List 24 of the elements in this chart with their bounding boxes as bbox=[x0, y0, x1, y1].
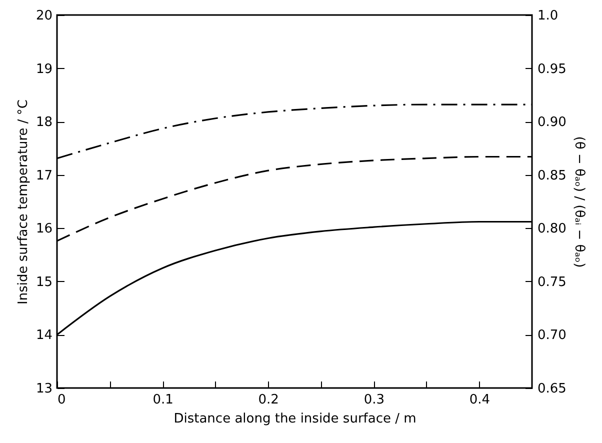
y-tick-label: 18 bbox=[36, 115, 52, 130]
x-tick-label: 0.1 bbox=[152, 392, 174, 408]
y-tick-label: 14 bbox=[36, 328, 52, 344]
x-tick-label: 0.2 bbox=[258, 392, 279, 408]
y-tick-label: 16 bbox=[36, 222, 52, 237]
y2-tick-label: 0.70 bbox=[538, 328, 566, 344]
y2-tick-label: 1.0 bbox=[538, 8, 558, 24]
y2-tick-label: 0.65 bbox=[538, 382, 566, 396]
x-tick-label: 0 bbox=[58, 392, 66, 408]
y-tick-label: 15 bbox=[36, 274, 52, 290]
y2-tick-label: 0.80 bbox=[538, 222, 566, 237]
y2-axis-title: (θ − θₐₒ) / (θₐᵢ − θₐₒ) bbox=[571, 136, 586, 268]
y2-tick-label: 0.95 bbox=[538, 62, 566, 77]
y-tick-label: 13 bbox=[36, 382, 52, 396]
y2-tick-label: 0.85 bbox=[538, 168, 566, 184]
x-tick-label: 0.4 bbox=[469, 392, 490, 408]
y-tick-label: 20 bbox=[36, 8, 52, 24]
y2-tick-label: 0.90 bbox=[538, 115, 566, 130]
y-tick-label: 17 bbox=[36, 168, 52, 184]
y2-tick-label: 0.75 bbox=[538, 274, 566, 290]
x-tick-label: 0.3 bbox=[364, 392, 385, 408]
y-tick-label: 19 bbox=[36, 62, 52, 77]
x-axis-title: Distance along the inside surface / m bbox=[174, 412, 416, 426]
y-axis-title: Inside surface temperature / °C bbox=[16, 100, 31, 304]
